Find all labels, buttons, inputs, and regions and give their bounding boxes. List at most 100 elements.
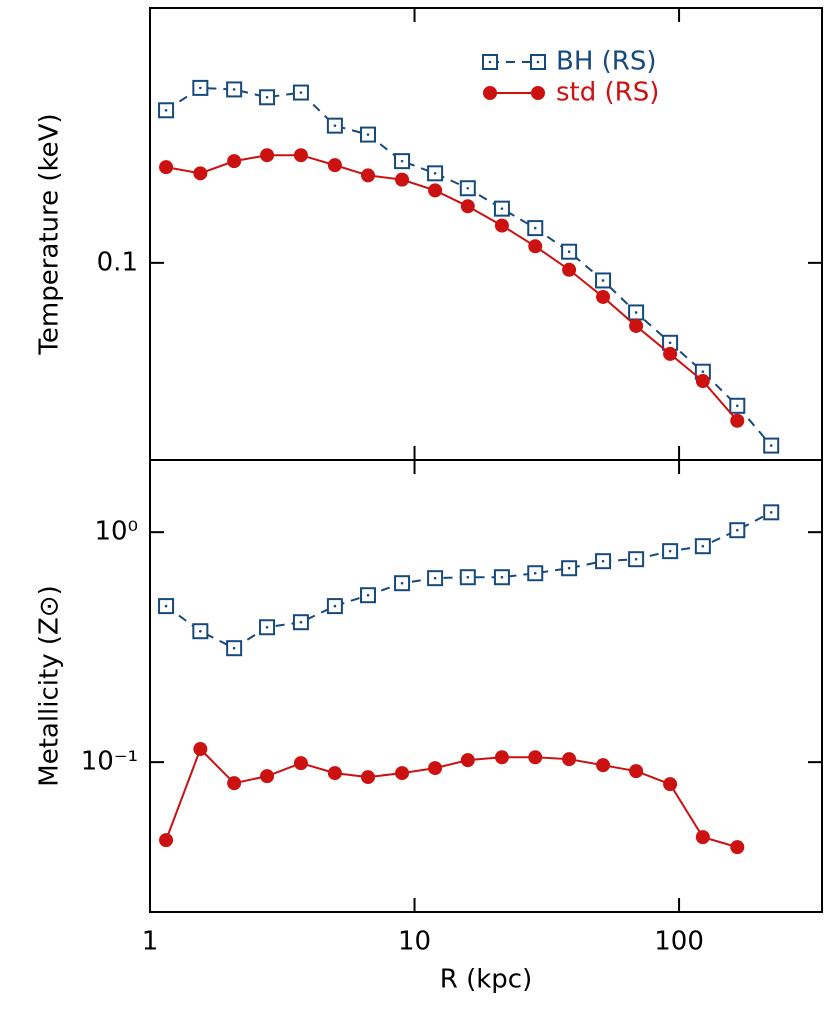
marker [158, 102, 175, 119]
y-axis-label: Metallicity (Z⊙) [35, 585, 65, 786]
marker [528, 750, 543, 765]
marker [459, 180, 476, 197]
marker [227, 776, 242, 791]
x-tick-label: 1 [142, 927, 159, 957]
marker-dot [433, 172, 437, 175]
marker [663, 777, 678, 792]
marker [395, 172, 410, 187]
marker [360, 587, 377, 604]
marker [662, 543, 679, 560]
marker-dot [299, 620, 303, 624]
marker-dot [769, 444, 773, 447]
marker [596, 758, 611, 773]
marker-dot [735, 528, 739, 532]
marker [427, 570, 444, 587]
marker [192, 623, 209, 640]
marker [695, 374, 710, 389]
marker-dot [466, 575, 470, 579]
marker [493, 200, 510, 217]
marker [530, 54, 546, 70]
marker-dot [232, 646, 236, 650]
marker-dot [400, 581, 404, 585]
marker [428, 183, 443, 198]
marker [482, 54, 498, 70]
y-tick-label: 0.1 [97, 247, 138, 277]
marker [730, 413, 745, 428]
marker [562, 752, 577, 767]
marker [663, 346, 678, 361]
marker [361, 770, 376, 785]
marker-dot [333, 124, 337, 127]
marker [193, 742, 208, 757]
marker [260, 769, 275, 784]
marker [694, 538, 711, 555]
marker-dot [735, 404, 739, 408]
marker [226, 81, 243, 98]
marker-dot [265, 95, 269, 99]
plot-frame [149, 459, 823, 913]
marker-dot [701, 370, 705, 374]
marker-dot [533, 226, 537, 230]
marker [360, 126, 377, 143]
legend-label: std (RS) [556, 78, 659, 108]
marker-dot [333, 604, 337, 608]
marker [227, 154, 242, 169]
series-line [165, 86, 772, 447]
marker-dot [433, 576, 437, 580]
series-line [165, 747, 738, 849]
marker [259, 89, 276, 106]
marker-dot [164, 108, 168, 112]
marker-dot [668, 341, 672, 345]
marker-dot [701, 544, 705, 548]
marker [531, 86, 545, 100]
marker-dot [265, 625, 269, 629]
marker [628, 551, 645, 568]
x-tick-label: 10 [398, 927, 431, 957]
marker-dot [299, 91, 303, 94]
marker-dot [533, 571, 537, 575]
marker [729, 522, 746, 539]
y-tick-label: 10⁻¹ [81, 747, 138, 777]
marker-dot [668, 549, 672, 553]
y-tick-label: 10⁰ [94, 517, 138, 547]
marker-dot [601, 559, 605, 563]
marker-dot [466, 186, 470, 190]
marker [428, 761, 443, 776]
marker [427, 165, 444, 182]
marker [159, 160, 174, 175]
marker [763, 504, 780, 521]
marker [192, 79, 209, 96]
legend-label: BH (RS) [556, 47, 657, 77]
marker [493, 569, 510, 586]
marker [327, 158, 342, 173]
marker-dot [634, 311, 638, 314]
marker [327, 766, 342, 781]
marker [394, 575, 411, 592]
marker [259, 619, 276, 636]
marker [460, 753, 475, 768]
marker [595, 272, 612, 289]
marker [158, 598, 175, 615]
marker-dot [536, 60, 540, 64]
marker-dot [500, 207, 504, 210]
marker [226, 640, 243, 657]
series-line [165, 154, 739, 422]
marker [361, 168, 376, 183]
marker [561, 243, 578, 260]
marker [628, 304, 645, 321]
marker [596, 289, 611, 304]
marker-dot [199, 629, 202, 633]
marker [260, 148, 275, 163]
marker [159, 833, 174, 848]
marker [494, 218, 509, 233]
marker-dot [769, 511, 773, 514]
x-tick-label: 100 [654, 927, 704, 957]
marker-dot [400, 159, 404, 163]
marker [394, 153, 411, 170]
marker [459, 569, 476, 586]
marker [595, 553, 612, 570]
marker-dot [567, 566, 571, 570]
marker [460, 199, 475, 214]
